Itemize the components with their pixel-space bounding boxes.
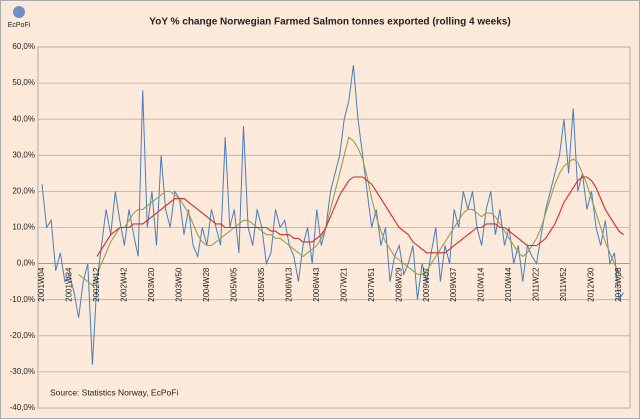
x-tick-label: 2009W07 [422,267,431,302]
logo: EcPoFi [8,6,31,29]
source: Source: Statistics Norway, EcPoFi [50,387,178,397]
y-tick-label: 30,0% [12,150,35,159]
x-tick-label: 2003W50 [174,267,183,302]
y-tick-label: 0,0% [17,259,35,268]
x-tick-label: 2002W12 [92,267,101,302]
x-tick-label: 2004W28 [202,267,211,302]
logo-text: EcPoFi [8,22,31,29]
x-tick-label: 2011W22 [532,267,541,301]
x-tick-label: 2013W08 [614,267,623,302]
y-tick-label: 20,0% [12,187,35,196]
y-tick-label: 10,0% [12,223,35,232]
x-tick-label: 2006W43 [312,267,321,302]
logo-icon [13,6,25,18]
series-line [78,136,624,287]
y-tick-label: -40,0% [10,403,35,412]
x-tick-label: 2003W20 [147,267,156,302]
x-tick-label: 2010W14 [477,267,486,302]
x-tick-label: 2009W37 [449,267,458,302]
y-tick-label: -20,0% [10,331,35,340]
chart-title: YoY % change Norwegian Farmed Salmon ton… [149,17,510,28]
x-tick-label: 2001W34 [65,267,74,302]
x-tick-label: 2007W51 [367,267,376,302]
series-line [41,65,625,365]
x-tick-label: 2005W05 [229,267,238,302]
y-tick-label: 40,0% [12,114,35,123]
y-tick-label: 50,0% [12,78,35,87]
y-tick-label: 60,0% [12,42,35,51]
x-tick-label: 2010W44 [504,267,513,302]
x-tick-label: 2011W52 [559,267,568,301]
x-tick-label: 2007W21 [339,267,348,302]
x-tick-label: 2012W30 [587,267,596,302]
source-box [44,384,164,402]
y-tick-label: -30,0% [10,367,35,376]
x-tick-label: 2008W29 [394,267,403,302]
x-tick-label: 2002W42 [120,267,129,302]
x-tick-label: 2005W35 [257,267,266,302]
series-line [96,176,624,257]
y-tick-label: -10,0% [10,295,35,304]
x-tick-label: 2001W04 [37,267,46,302]
x-tick-label: 2006W13 [284,267,293,302]
